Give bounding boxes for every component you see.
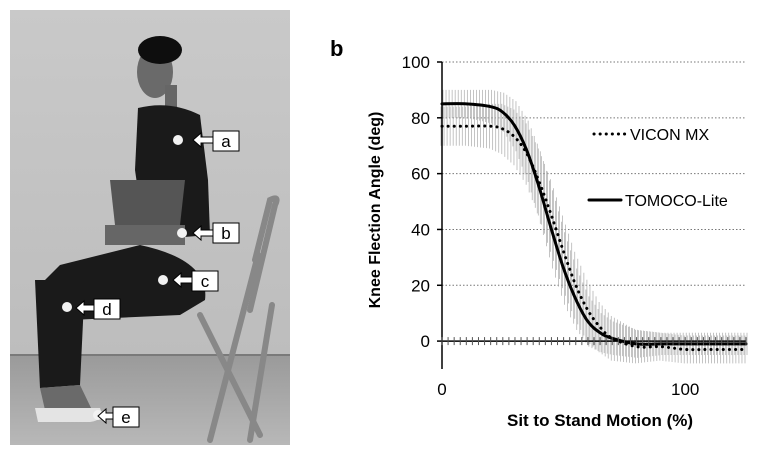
series-lines: [440, 102, 748, 352]
x-axis-label: Sit to Stand Motion (%): [507, 411, 693, 430]
panel-b-letter: b: [330, 36, 344, 61]
y-tick-label-40: 40: [411, 220, 430, 239]
chair: [197, 195, 280, 443]
legend: VICON MX TOMOCO-Lite: [587, 127, 728, 210]
y-tick-label-100: 100: [402, 53, 430, 72]
marker-label-c: c: [201, 272, 210, 291]
knee-angle-chart: 0 20 40 60 80 100 0 100 Knee Flection Angle (de…: [367, 53, 748, 430]
subject-photo: a b c d e: [10, 10, 290, 445]
y-tick-label-20: 20: [411, 276, 430, 295]
marker-dots: [62, 135, 187, 420]
series-line-vicon-mx: [440, 124, 748, 352]
person-silhouette: [35, 36, 210, 422]
y-tick-label-60: 60: [411, 165, 430, 184]
x-tick-label-100: 100: [671, 380, 699, 399]
axes: [437, 61, 747, 369]
series-line-tomoco-lite: [440, 102, 748, 346]
marker-labels: a b c d e: [75, 130, 240, 428]
marker-label-a: a: [221, 132, 231, 151]
legend-label-1: TOMOCO-Lite: [625, 193, 728, 210]
y-axis-label: Knee Flection Angle (deg): [367, 112, 384, 309]
y-tick-label-80: 80: [411, 109, 430, 128]
y-tick-label-0: 0: [421, 332, 430, 351]
tick-labels: 0 20 40 60 80 100 0 100: [402, 53, 700, 399]
legend-label-0: VICON MX: [630, 127, 709, 144]
marker-label-d: d: [102, 300, 111, 319]
x-tick-label-0: 0: [437, 380, 446, 399]
marker-label-b: b: [221, 224, 230, 243]
marker-label-e: e: [121, 408, 130, 427]
